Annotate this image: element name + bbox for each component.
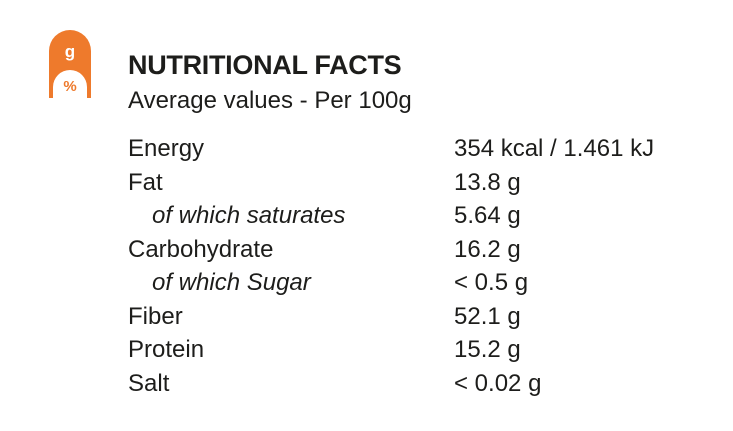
- fact-value: < 0.5 g: [454, 269, 529, 296]
- fact-label: Fiber: [128, 302, 183, 330]
- badge-shape: [49, 30, 91, 98]
- fact-row-energy: Energy 354 kcal / 1.461 kJ: [128, 132, 688, 166]
- fact-label: Fat: [128, 168, 163, 196]
- fact-row-carbohydrate: Carbohydrate 16.2 g: [128, 233, 688, 267]
- fact-label: of which saturates: [152, 202, 346, 229]
- fact-row-fat: Fat 13.8 g: [128, 166, 688, 200]
- fact-value: 354 kcal / 1.461 kJ: [454, 135, 655, 162]
- fact-row-protein: Protein 15.2 g: [128, 333, 688, 367]
- nutrition-facts-list: Energy 354 kcal / 1.461 kJ Fat 13.8 g of…: [128, 132, 688, 400]
- fact-row-sugar: of which Sugar < 0.5 g: [128, 266, 688, 300]
- page-subtitle: Average values - Per 100g: [128, 87, 412, 114]
- fact-value: 5.64 g: [454, 202, 521, 229]
- fact-row-fiber: Fiber 52.1 g: [128, 300, 688, 334]
- fact-label: Carbohydrate: [128, 235, 274, 263]
- fact-label: of which Sugar: [152, 269, 311, 296]
- fact-row-saturates: of which saturates 5.64 g: [128, 199, 688, 233]
- percent-glyph: %: [63, 78, 77, 95]
- grams-glyph: g: [64, 42, 76, 61]
- fact-label: Salt: [128, 369, 170, 397]
- fact-value: 15.2 g: [454, 336, 521, 363]
- fact-row-salt: Salt < 0.02 g: [128, 367, 688, 401]
- fact-value: 16.2 g: [454, 235, 521, 263]
- fact-value: < 0.02 g: [454, 369, 542, 397]
- page-title: NUTRITIONAL FACTS: [128, 50, 402, 80]
- fact-label: Energy: [128, 135, 205, 162]
- fact-value: 13.8 g: [454, 168, 521, 196]
- fact-value: 52.1 g: [454, 302, 521, 330]
- grams-percent-icon: g %: [49, 30, 91, 98]
- fact-label: Protein: [128, 336, 205, 363]
